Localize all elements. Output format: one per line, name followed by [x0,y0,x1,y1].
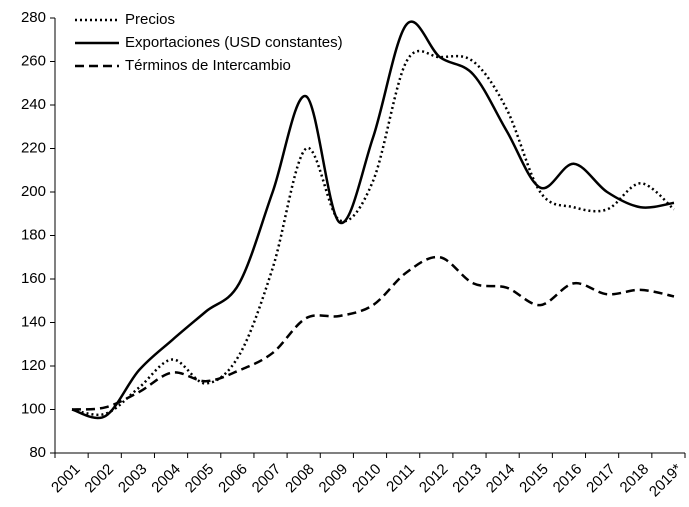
x-tick-label: 2003 [115,461,151,497]
y-tick-label: 140 [21,313,46,330]
x-tick-label: 2015 [516,461,552,497]
y-tick-label: 220 [21,139,46,156]
x-tick-label: 2009 [316,461,352,497]
series-line [71,49,675,417]
x-tick-label: 2006 [215,461,251,497]
y-tick-label: 120 [21,357,46,374]
legend-label: Exportaciones (USD constantes) [125,34,343,51]
x-tick-label: 2014 [483,461,519,497]
legend-label: Términos de Intercambio [125,57,291,74]
x-tick-label: 2010 [349,461,385,497]
x-tick-label: 2007 [249,461,285,497]
legend-label: Precios [125,11,175,28]
x-tick-label: 2004 [148,461,184,497]
y-tick-label: 160 [21,270,46,287]
series-line [71,255,675,411]
series-line [71,20,675,420]
y-tick-label: 240 [21,96,46,113]
x-tick-label: 2008 [282,461,318,497]
x-tick-label: 2017 [583,461,619,497]
y-tick-label: 80 [29,444,46,461]
x-tick-label: 2011 [383,461,418,496]
y-tick-label: 260 [21,52,46,69]
y-tick-label: 180 [21,226,46,243]
y-tick-label: 200 [21,183,46,200]
x-tick-label: 2019* [646,461,686,501]
y-tick-label: 100 [21,400,46,417]
x-tick-label: 2002 [81,461,117,497]
x-tick-label: 2013 [449,461,485,497]
x-tick-label: 2018 [617,461,653,497]
x-tick-label: 2012 [416,461,452,497]
x-tick-label: 2001 [48,461,84,497]
x-tick-label: 2005 [182,461,218,497]
y-tick-label: 280 [21,9,46,26]
x-tick-label: 2016 [550,461,586,497]
